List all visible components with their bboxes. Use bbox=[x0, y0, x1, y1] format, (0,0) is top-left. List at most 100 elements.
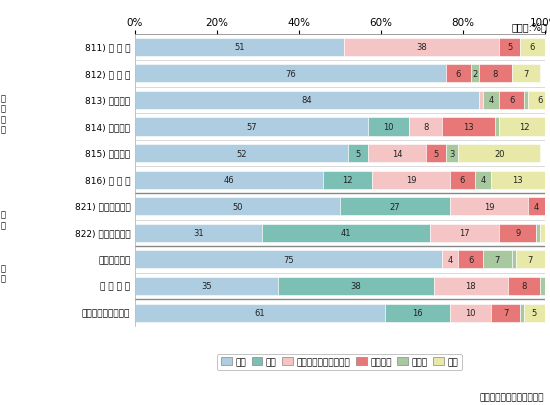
Bar bbox=[459, 251, 483, 269]
Bar bbox=[491, 171, 544, 189]
Text: 6: 6 bbox=[538, 96, 543, 105]
Bar bbox=[479, 65, 512, 83]
Bar bbox=[541, 277, 544, 295]
Text: 75: 75 bbox=[283, 255, 294, 264]
Bar bbox=[368, 118, 409, 136]
Bar bbox=[450, 304, 491, 322]
Text: 18: 18 bbox=[465, 282, 476, 291]
Text: 814) 新神戸駅: 814) 新神戸駅 bbox=[85, 123, 130, 132]
Text: 新
幹
線
駅: 新 幹 線 駅 bbox=[0, 94, 6, 134]
Bar bbox=[524, 92, 528, 110]
Text: 12: 12 bbox=[343, 176, 353, 185]
Bar bbox=[135, 65, 446, 83]
Text: 815) 西明石駅: 815) 西明石駅 bbox=[85, 149, 130, 158]
Bar bbox=[516, 251, 544, 269]
Text: 2: 2 bbox=[472, 70, 477, 79]
Text: 38: 38 bbox=[416, 43, 427, 52]
Bar bbox=[479, 92, 483, 110]
Bar bbox=[368, 145, 426, 163]
Text: 8: 8 bbox=[493, 70, 498, 79]
Bar bbox=[442, 251, 459, 269]
Bar bbox=[409, 118, 442, 136]
Text: 76: 76 bbox=[285, 70, 296, 79]
Text: 813) 新大阪駅: 813) 新大阪駅 bbox=[85, 96, 130, 105]
Bar bbox=[499, 224, 536, 242]
Bar bbox=[348, 145, 369, 163]
Bar bbox=[520, 38, 544, 57]
Bar bbox=[323, 171, 372, 189]
Text: 6: 6 bbox=[460, 176, 465, 185]
Text: 空
港: 空 港 bbox=[0, 210, 6, 230]
Text: 9: 9 bbox=[515, 229, 520, 238]
Text: 4: 4 bbox=[448, 255, 453, 264]
Text: 7: 7 bbox=[503, 308, 508, 317]
Text: 38: 38 bbox=[351, 282, 361, 291]
Text: 広域交通結節点合計: 広域交通結節点合計 bbox=[82, 308, 130, 317]
Text: 10: 10 bbox=[465, 308, 476, 317]
Bar bbox=[491, 304, 520, 322]
Text: 31: 31 bbox=[193, 229, 204, 238]
Bar bbox=[544, 198, 548, 216]
Bar bbox=[135, 171, 323, 189]
Bar bbox=[135, 118, 368, 136]
Bar bbox=[262, 224, 430, 242]
Text: 10: 10 bbox=[383, 123, 394, 132]
Text: 資料：広域交通結節点調査: 資料：広域交通結節点調査 bbox=[480, 392, 544, 401]
Text: 822) 大阪国際空港: 822) 大阪国際空港 bbox=[75, 229, 130, 238]
Bar bbox=[426, 145, 446, 163]
Bar bbox=[544, 277, 548, 295]
Bar bbox=[135, 277, 278, 295]
Text: 821) 関西国際空港: 821) 関西国際空港 bbox=[75, 202, 130, 211]
Bar bbox=[450, 198, 528, 216]
Bar bbox=[442, 118, 496, 136]
Bar bbox=[499, 38, 520, 57]
Bar bbox=[135, 224, 262, 242]
Text: 6: 6 bbox=[468, 255, 474, 264]
Bar bbox=[512, 251, 516, 269]
Text: 61: 61 bbox=[255, 308, 265, 317]
Text: 84: 84 bbox=[301, 96, 312, 105]
Text: 41: 41 bbox=[340, 229, 351, 238]
Legend: 鉄道, バス, 自家用車・レンタカー, タクシー, 二輪車, 徒歩: 鉄道, バス, 自家用車・レンタカー, タクシー, 二輪車, 徒歩 bbox=[217, 354, 462, 370]
Bar bbox=[135, 304, 384, 322]
Bar bbox=[508, 277, 541, 295]
Text: 35: 35 bbox=[201, 282, 212, 291]
Text: 3: 3 bbox=[449, 149, 455, 158]
Text: 新幹線駅合計: 新幹線駅合計 bbox=[98, 255, 130, 264]
Bar bbox=[499, 92, 524, 110]
Bar bbox=[372, 171, 450, 189]
Text: 812) 京 都 駅: 812) 京 都 駅 bbox=[85, 70, 130, 79]
Text: 7: 7 bbox=[527, 255, 533, 264]
Bar bbox=[471, 65, 479, 83]
Text: 16: 16 bbox=[412, 308, 423, 317]
Text: 811) 米 原 駅: 811) 米 原 駅 bbox=[85, 43, 130, 52]
Bar bbox=[459, 145, 541, 163]
Text: 4: 4 bbox=[480, 176, 486, 185]
Bar bbox=[512, 65, 541, 83]
Text: 20: 20 bbox=[494, 149, 505, 158]
Bar bbox=[135, 38, 344, 57]
Bar bbox=[524, 304, 544, 322]
Text: 19: 19 bbox=[484, 202, 494, 211]
Bar bbox=[446, 65, 471, 83]
Text: 13: 13 bbox=[513, 176, 523, 185]
Text: 5: 5 bbox=[532, 308, 537, 317]
Text: 5: 5 bbox=[433, 149, 438, 158]
Bar bbox=[340, 198, 450, 216]
Text: 5: 5 bbox=[507, 43, 512, 52]
Bar bbox=[496, 118, 499, 136]
Text: 空 港 合 計: 空 港 合 計 bbox=[100, 282, 130, 291]
Text: 52: 52 bbox=[236, 149, 246, 158]
Bar bbox=[528, 198, 544, 216]
Text: 51: 51 bbox=[234, 43, 245, 52]
Text: 12: 12 bbox=[519, 123, 529, 132]
Bar bbox=[278, 277, 434, 295]
Text: （単位:%）: （単位:%） bbox=[512, 22, 547, 32]
Text: 4: 4 bbox=[488, 96, 494, 105]
Bar bbox=[430, 224, 499, 242]
Bar bbox=[344, 38, 499, 57]
Bar bbox=[536, 224, 541, 242]
Text: 19: 19 bbox=[406, 176, 416, 185]
Text: 6: 6 bbox=[456, 70, 461, 79]
Text: 14: 14 bbox=[392, 149, 402, 158]
